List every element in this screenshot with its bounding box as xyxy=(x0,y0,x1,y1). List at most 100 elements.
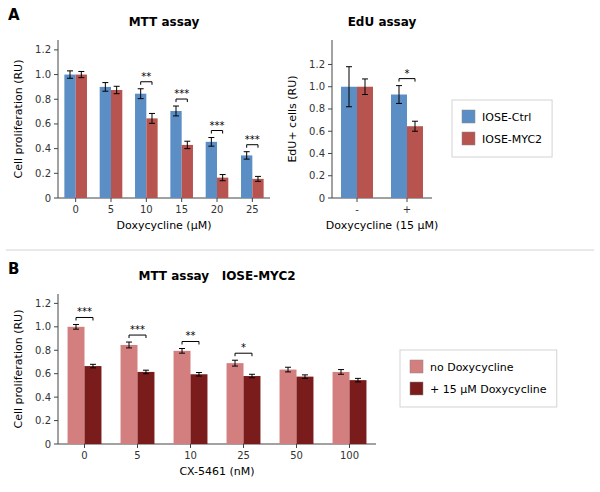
bar xyxy=(350,380,367,444)
bar xyxy=(76,75,87,198)
x-tick-label: - xyxy=(355,204,359,215)
significance-bracket xyxy=(247,145,258,148)
error-bar xyxy=(138,89,144,99)
y-tick-label: 1.0 xyxy=(35,321,51,332)
chart: BMTT assay IOSE-MYC200.20.40.60.81.01.20… xyxy=(8,260,557,478)
error-bar xyxy=(249,374,255,378)
legend: IOSE-Ctrl IOSE-MYC2 xyxy=(452,100,552,157)
chart-title: MTT assay IOSE-MYC2 xyxy=(138,269,295,283)
y-tick xyxy=(54,303,58,304)
y-tick-label: 1.2 xyxy=(35,44,51,55)
legend-frame xyxy=(400,350,557,407)
bar xyxy=(111,90,122,198)
legend-label: IOSE-Ctrl xyxy=(482,111,531,124)
x-tick xyxy=(357,198,358,202)
y-tick xyxy=(328,153,332,154)
significance-bracket xyxy=(176,99,187,102)
y-axis xyxy=(58,40,59,198)
x-tick xyxy=(252,198,253,202)
panel-label: B xyxy=(8,260,19,278)
x-tick xyxy=(407,198,408,202)
bar xyxy=(170,111,181,198)
y-tick xyxy=(54,444,58,445)
y-tick xyxy=(328,64,332,65)
significance-label: *** xyxy=(77,306,92,317)
significance-label: ** xyxy=(186,330,196,341)
error-bar xyxy=(355,378,361,382)
error-bar xyxy=(208,138,214,147)
y-tick xyxy=(54,173,58,174)
x-tick-label: 20 xyxy=(211,204,224,215)
error-bar xyxy=(184,141,190,148)
bar xyxy=(241,155,252,198)
bar xyxy=(333,372,350,444)
error-bar xyxy=(338,370,344,375)
error-bar xyxy=(143,370,149,374)
x-tick xyxy=(217,198,218,202)
bar xyxy=(121,345,138,444)
x-tick-label: 25 xyxy=(246,204,259,215)
significance-bracket xyxy=(76,317,93,320)
error-bar xyxy=(114,86,120,93)
error-bar xyxy=(285,367,291,372)
significance-bracket xyxy=(141,82,152,85)
y-tick xyxy=(54,326,58,327)
error-bar xyxy=(362,79,368,95)
bar xyxy=(391,95,407,198)
plot-area xyxy=(68,324,367,444)
x-tick xyxy=(243,444,244,448)
y-tick xyxy=(54,420,58,421)
x-axis xyxy=(58,444,376,445)
x-tick-label: 10 xyxy=(184,450,197,461)
significance-bracket xyxy=(235,353,252,356)
y-tick xyxy=(54,99,58,100)
error-bar xyxy=(67,71,73,78)
y-tick xyxy=(54,350,58,351)
significance-bracket xyxy=(211,131,222,134)
y-tick xyxy=(328,175,332,176)
error-bar xyxy=(73,324,79,329)
error-bar xyxy=(102,83,108,92)
significance-label: *** xyxy=(245,134,260,145)
x-axis-label: CX-5461 (nM) xyxy=(179,465,254,478)
bar xyxy=(227,363,244,444)
y-tick-label: 0.8 xyxy=(35,345,51,356)
legend-swatch xyxy=(462,132,475,145)
y-tick-label: 1.0 xyxy=(35,69,51,80)
y-tick xyxy=(54,148,58,149)
y-tick-label: 0 xyxy=(45,439,51,450)
bar xyxy=(64,75,75,198)
significance-label: *** xyxy=(174,88,189,99)
y-tick-label: 0.2 xyxy=(35,415,51,426)
x-axis xyxy=(58,198,270,199)
bar xyxy=(100,87,111,198)
x-tick xyxy=(84,444,85,448)
y-axis-label: Cell proliferation (RU) xyxy=(12,60,25,179)
error-bar xyxy=(302,375,308,379)
legend-swatch xyxy=(462,110,475,123)
bar xyxy=(85,366,102,444)
x-tick-label: 100 xyxy=(340,450,359,461)
error-bar xyxy=(196,373,202,377)
chart-title: EdU assay xyxy=(348,15,417,29)
legend-label: + 15 μM Doxycycline xyxy=(430,383,547,396)
x-tick-label: 15 xyxy=(175,204,188,215)
error-bar xyxy=(126,342,132,348)
error-bar xyxy=(255,176,261,181)
significance-bracket xyxy=(182,341,199,344)
error-bar xyxy=(220,175,226,181)
significance-label: *** xyxy=(130,324,145,335)
y-tick xyxy=(328,131,332,132)
y-tick-label: 0.4 xyxy=(35,392,51,403)
y-tick xyxy=(328,108,332,109)
bar xyxy=(407,126,423,198)
x-axis-label: Doxycycline (15 μM) xyxy=(326,219,438,232)
x-tick xyxy=(137,444,138,448)
chart: AMTT assay00.20.40.60.81.01.20510152025D… xyxy=(8,6,270,232)
y-tick-label: 1.2 xyxy=(309,59,325,70)
legend-swatch xyxy=(410,360,423,373)
legend-label: IOSE-MYC2 xyxy=(482,133,542,146)
x-tick-label: 25 xyxy=(237,450,250,461)
x-tick xyxy=(146,198,147,202)
error-bar xyxy=(396,86,402,104)
